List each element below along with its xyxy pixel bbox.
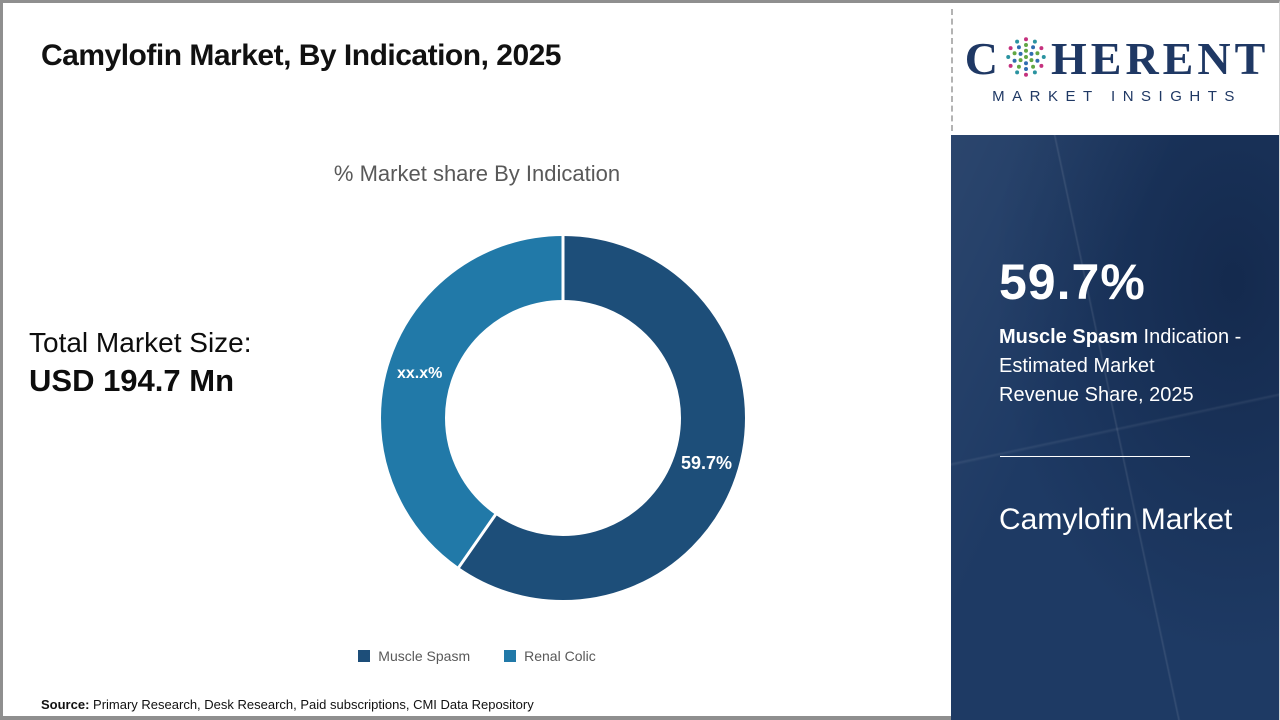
source-text: Primary Research, Desk Research, Paid su…	[89, 697, 534, 712]
legend-swatch-renal-colic	[504, 650, 517, 662]
slice-label-muscle-spasm: 59.7%	[681, 453, 733, 473]
legend-item-muscle-spasm: Muscle Spasm	[358, 648, 470, 664]
sidebar-desc-bold: Muscle Spasm	[999, 326, 1138, 348]
sidebar-desc-line1: Indication -	[1137, 326, 1242, 348]
logo: C HERENT MARKET INSIGHTS	[951, 3, 1279, 135]
total-market-size: Total Market Size: USD 194.7 Mn	[29, 327, 252, 399]
chart-legend: Muscle Spasm Renal Colic	[3, 648, 951, 664]
sidebar-market-name: Camylofin Market	[999, 503, 1233, 536]
logo-subtitle: MARKET INSIGHTS	[992, 87, 1242, 105]
logo-letters-rest: HERENT	[1050, 32, 1270, 84]
dotted-globe-icon	[1006, 36, 1046, 77]
donut-chart	[381, 233, 745, 600]
slice-label-renal-colic: xx.x%	[397, 365, 443, 382]
total-market-size-label: Total Market Size:	[29, 327, 252, 358]
source-note: Source: Primary Research, Desk Research,…	[41, 697, 534, 712]
sidebar-desc-line3: Revenue Share, 2025	[999, 384, 1194, 406]
logo-letter-c: C	[964, 32, 1002, 84]
total-market-size-value: USD 194.7 Mn	[29, 363, 235, 398]
sidebar-divider-line	[1000, 456, 1190, 457]
legend-swatch-muscle-spasm	[358, 650, 371, 662]
sidebar-desc-line2: Estimated Market	[999, 355, 1155, 377]
legend-item-renal-colic: Renal Colic	[504, 648, 596, 664]
legend-label-muscle-spasm: Muscle Spasm	[378, 648, 471, 664]
sidebar-stat-value: 59.7%	[999, 254, 1146, 310]
dashed-divider	[951, 9, 953, 131]
chart-title: % Market share By Indication	[333, 161, 621, 186]
bottom-bar	[3, 716, 951, 720]
sidebar-stat-description: Muscle Spasm Indication - Estimated Mark…	[999, 323, 1241, 410]
sidebar: 59.7% Muscle Spasm Indication - Estimate…	[951, 135, 1279, 720]
source-label: Source:	[41, 697, 90, 712]
page-title: Camylofin Market, By Indication, 2025	[41, 39, 562, 72]
logo-wordmark: C HERENT	[965, 34, 1270, 84]
legend-label-renal-colic: Renal Colic	[524, 648, 596, 664]
